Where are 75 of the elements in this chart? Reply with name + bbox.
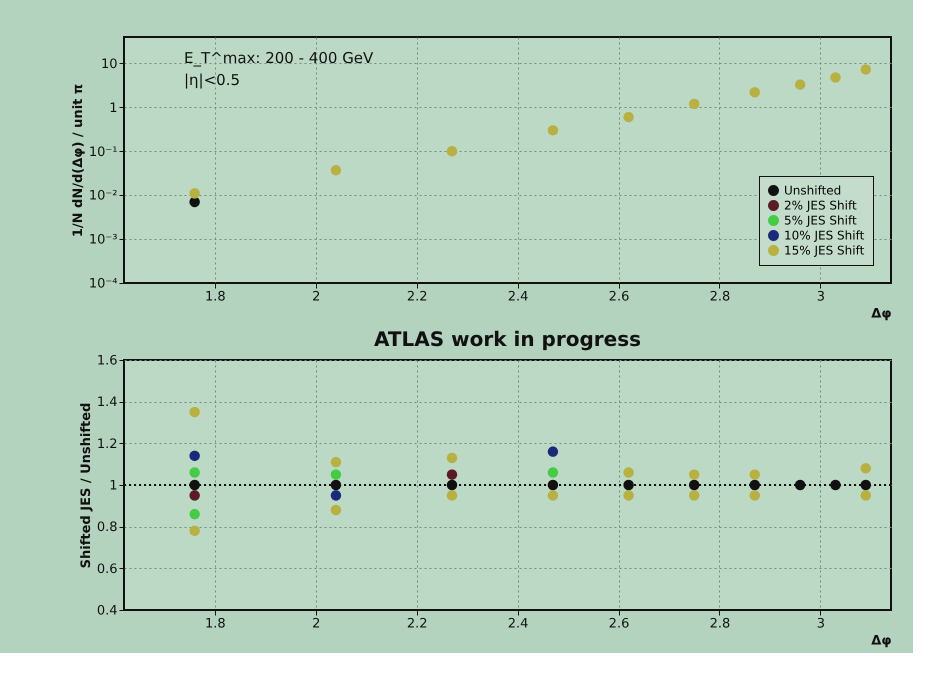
y-tick-label: 10⁻² [88,188,118,204]
y-tick-label: 0.4 [96,604,118,618]
y-axis-title: Shifted JES / Unshifted [78,402,94,568]
x-tick-label: 2 [312,290,320,304]
x-tick-label: 1.8 [204,616,226,632]
point [750,490,760,501]
x-tick-label: 2.6 [608,290,630,304]
point [860,490,872,501]
legend-label: 10% JES Shift [784,228,865,242]
point [446,490,458,501]
x-tick-label: 2.2 [406,616,428,632]
point [446,452,458,464]
chart-title: ATLAS work in progress [374,327,642,351]
x-tick-label: 3 [816,290,825,304]
point [446,469,458,480]
x-tick-label: 2.6 [608,616,630,632]
y-tick-label: 10⁻³ [88,232,118,248]
point [623,112,634,122]
annotation: |η|<0.5 [184,71,240,89]
point [189,450,200,462]
point [330,469,342,480]
legend-label: 2% JES Shift [784,198,857,212]
point [446,146,458,156]
point [330,490,342,501]
x-axis-title: Δφ [871,306,892,322]
annotation: E_T^max: 200 - 400 GeV [184,49,374,67]
point [688,469,700,480]
point [548,125,558,136]
y-tick-label: 1.2 [96,436,118,452]
legend-label: Unshifted [784,184,842,198]
point [189,196,200,208]
point [860,64,872,75]
point [688,490,700,501]
point [548,467,558,478]
point [330,504,342,516]
y-tick-label: 10 [100,56,118,72]
legend-label: 15% JES Shift [784,244,865,258]
point [330,164,342,176]
y-tick-label: 1 [109,478,118,494]
y-axis-title: 1/N dN/d(Δφ) / unit π [70,84,86,238]
point [189,508,200,520]
x-tick-label: 3 [816,616,825,632]
legend-label: 5% JES Shift [784,214,857,228]
x-tick-label: 2.8 [710,290,730,304]
x-tick-label: 2.8 [710,616,730,632]
y-tick-label: 10⁻⁴ [88,276,118,292]
point [330,456,342,468]
x-axis-title: Δφ [871,634,892,648]
y-tick-label: 1.4 [96,395,118,410]
point [189,490,200,501]
x-tick-label: 2 [312,616,320,632]
y-tick-label: 0.6 [96,562,118,577]
x-tick-label: 1.8 [204,290,226,304]
y-tick-label: 10⁻¹ [88,144,118,160]
point [623,490,634,501]
point [548,490,558,501]
y-tick-label: 0.8 [96,520,118,536]
point [860,463,872,474]
point [794,79,806,90]
point [623,467,634,478]
y-tick-label: 1 [109,100,118,116]
y-tick-label: 1.6 [96,354,118,368]
point [548,480,558,490]
point [750,87,760,98]
point [189,188,200,199]
x-tick-label: 2.4 [508,616,528,632]
x-tick-label: 2.2 [406,290,428,304]
point [688,98,700,110]
point [189,406,200,418]
point [189,526,200,536]
point [830,72,841,83]
point [548,446,558,457]
point [189,467,200,478]
point [750,469,760,480]
x-tick-label: 2.4 [508,290,528,304]
